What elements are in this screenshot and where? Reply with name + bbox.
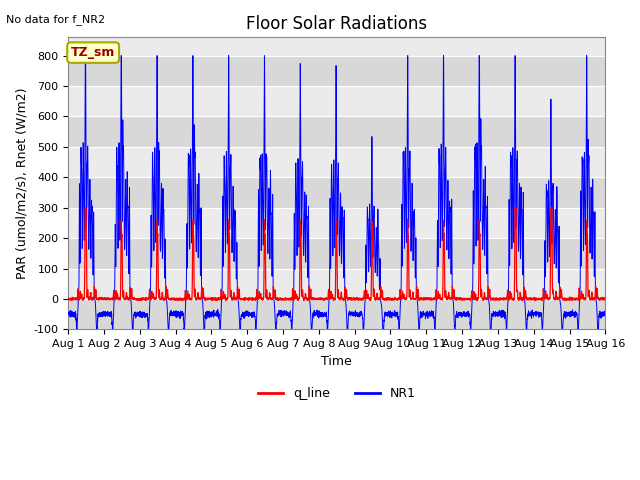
Text: No data for f_NR2: No data for f_NR2 xyxy=(6,14,106,25)
Bar xyxy=(68,117,605,147)
Bar xyxy=(68,147,605,177)
Title: Floor Solar Radiations: Floor Solar Radiations xyxy=(246,15,428,33)
Bar xyxy=(68,208,605,238)
Bar xyxy=(68,86,605,117)
X-axis label: Time: Time xyxy=(321,355,352,368)
Bar xyxy=(68,299,605,329)
Y-axis label: PAR (umol/m2/s), Rnet (W/m2): PAR (umol/m2/s), Rnet (W/m2) xyxy=(15,87,28,279)
Bar xyxy=(68,177,605,208)
Text: TZ_sm: TZ_sm xyxy=(71,46,115,59)
Bar xyxy=(68,268,605,299)
Legend: q_line, NR1: q_line, NR1 xyxy=(253,382,420,405)
Bar xyxy=(68,56,605,86)
Bar xyxy=(68,238,605,268)
